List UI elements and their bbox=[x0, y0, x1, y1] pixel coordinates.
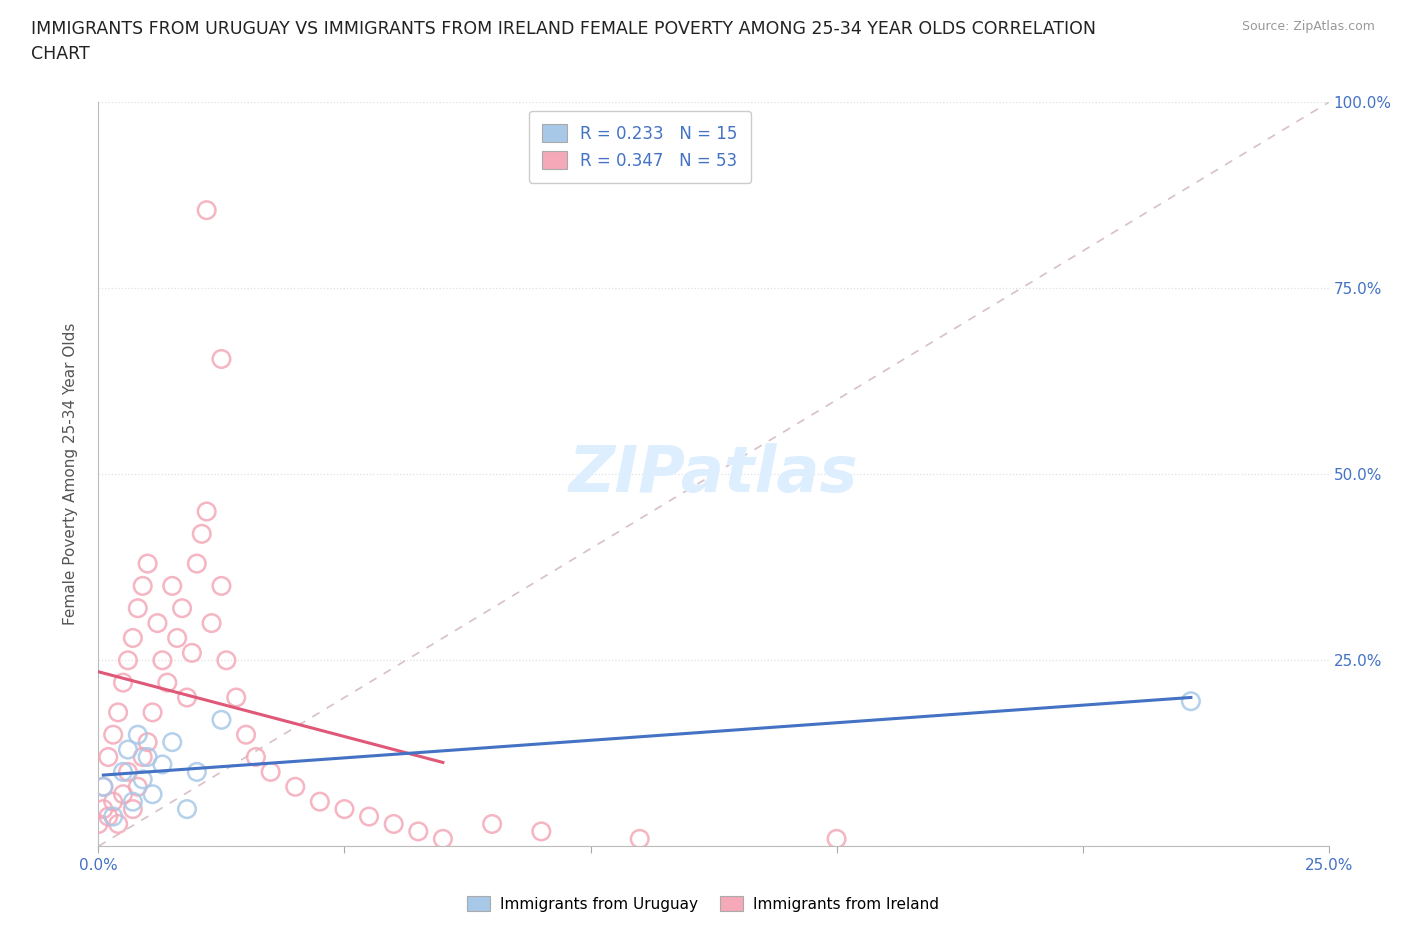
Point bbox=[152, 653, 174, 668]
Point bbox=[172, 601, 194, 616]
Point bbox=[333, 802, 356, 817]
Point bbox=[211, 712, 233, 727]
Point bbox=[87, 817, 110, 831]
Point bbox=[211, 578, 233, 593]
Y-axis label: Female Poverty Among 25-34 Year Olds: Female Poverty Among 25-34 Year Olds bbox=[63, 323, 77, 626]
Point bbox=[191, 526, 214, 541]
Point bbox=[112, 764, 135, 779]
Point bbox=[284, 779, 307, 794]
Point bbox=[195, 504, 218, 519]
Point bbox=[103, 809, 125, 824]
Point bbox=[132, 772, 155, 787]
Point bbox=[136, 750, 159, 764]
Point bbox=[136, 735, 159, 750]
Point bbox=[211, 352, 233, 366]
Point bbox=[162, 578, 183, 593]
Point bbox=[117, 653, 139, 668]
Point bbox=[176, 690, 198, 705]
Point bbox=[245, 750, 267, 764]
Point bbox=[132, 578, 155, 593]
Point bbox=[93, 802, 115, 817]
Legend: R = 0.233   N = 15, R = 0.347   N = 53: R = 0.233 N = 15, R = 0.347 N = 53 bbox=[529, 111, 751, 183]
Point bbox=[122, 802, 145, 817]
Point bbox=[201, 616, 224, 631]
Point bbox=[825, 831, 848, 846]
Point bbox=[181, 645, 204, 660]
Point bbox=[186, 556, 208, 571]
Point bbox=[132, 750, 155, 764]
Point bbox=[103, 727, 125, 742]
Text: CHART: CHART bbox=[31, 45, 90, 62]
Point bbox=[93, 779, 115, 794]
Point bbox=[93, 779, 115, 794]
Point bbox=[309, 794, 332, 809]
Point bbox=[235, 727, 257, 742]
Point bbox=[628, 831, 651, 846]
Point bbox=[156, 675, 179, 690]
Point bbox=[176, 802, 198, 817]
Point bbox=[1180, 694, 1202, 709]
Point bbox=[432, 831, 454, 846]
Point bbox=[481, 817, 503, 831]
Point bbox=[530, 824, 553, 839]
Point bbox=[127, 601, 149, 616]
Point bbox=[408, 824, 430, 839]
Text: Source: ZipAtlas.com: Source: ZipAtlas.com bbox=[1241, 20, 1375, 33]
Point bbox=[112, 675, 135, 690]
Point bbox=[103, 794, 125, 809]
Point bbox=[97, 750, 120, 764]
Text: ZIPatlas: ZIPatlas bbox=[569, 444, 858, 505]
Point bbox=[215, 653, 238, 668]
Point bbox=[166, 631, 188, 645]
Point bbox=[112, 787, 135, 802]
Point bbox=[195, 203, 218, 218]
Point bbox=[127, 727, 149, 742]
Point bbox=[122, 794, 145, 809]
Point bbox=[162, 735, 183, 750]
Point bbox=[260, 764, 283, 779]
Point bbox=[117, 742, 139, 757]
Point bbox=[117, 764, 139, 779]
Point bbox=[142, 787, 165, 802]
Point bbox=[382, 817, 405, 831]
Point bbox=[107, 817, 129, 831]
Point bbox=[359, 809, 381, 824]
Point bbox=[186, 764, 208, 779]
Point bbox=[225, 690, 247, 705]
Point bbox=[122, 631, 145, 645]
Point bbox=[142, 705, 165, 720]
Legend: Immigrants from Uruguay, Immigrants from Ireland: Immigrants from Uruguay, Immigrants from… bbox=[461, 889, 945, 918]
Point bbox=[136, 556, 159, 571]
Point bbox=[127, 779, 149, 794]
Point bbox=[146, 616, 169, 631]
Point bbox=[152, 757, 174, 772]
Text: IMMIGRANTS FROM URUGUAY VS IMMIGRANTS FROM IRELAND FEMALE POVERTY AMONG 25-34 YE: IMMIGRANTS FROM URUGUAY VS IMMIGRANTS FR… bbox=[31, 20, 1095, 38]
Point bbox=[107, 705, 129, 720]
Point bbox=[97, 809, 120, 824]
